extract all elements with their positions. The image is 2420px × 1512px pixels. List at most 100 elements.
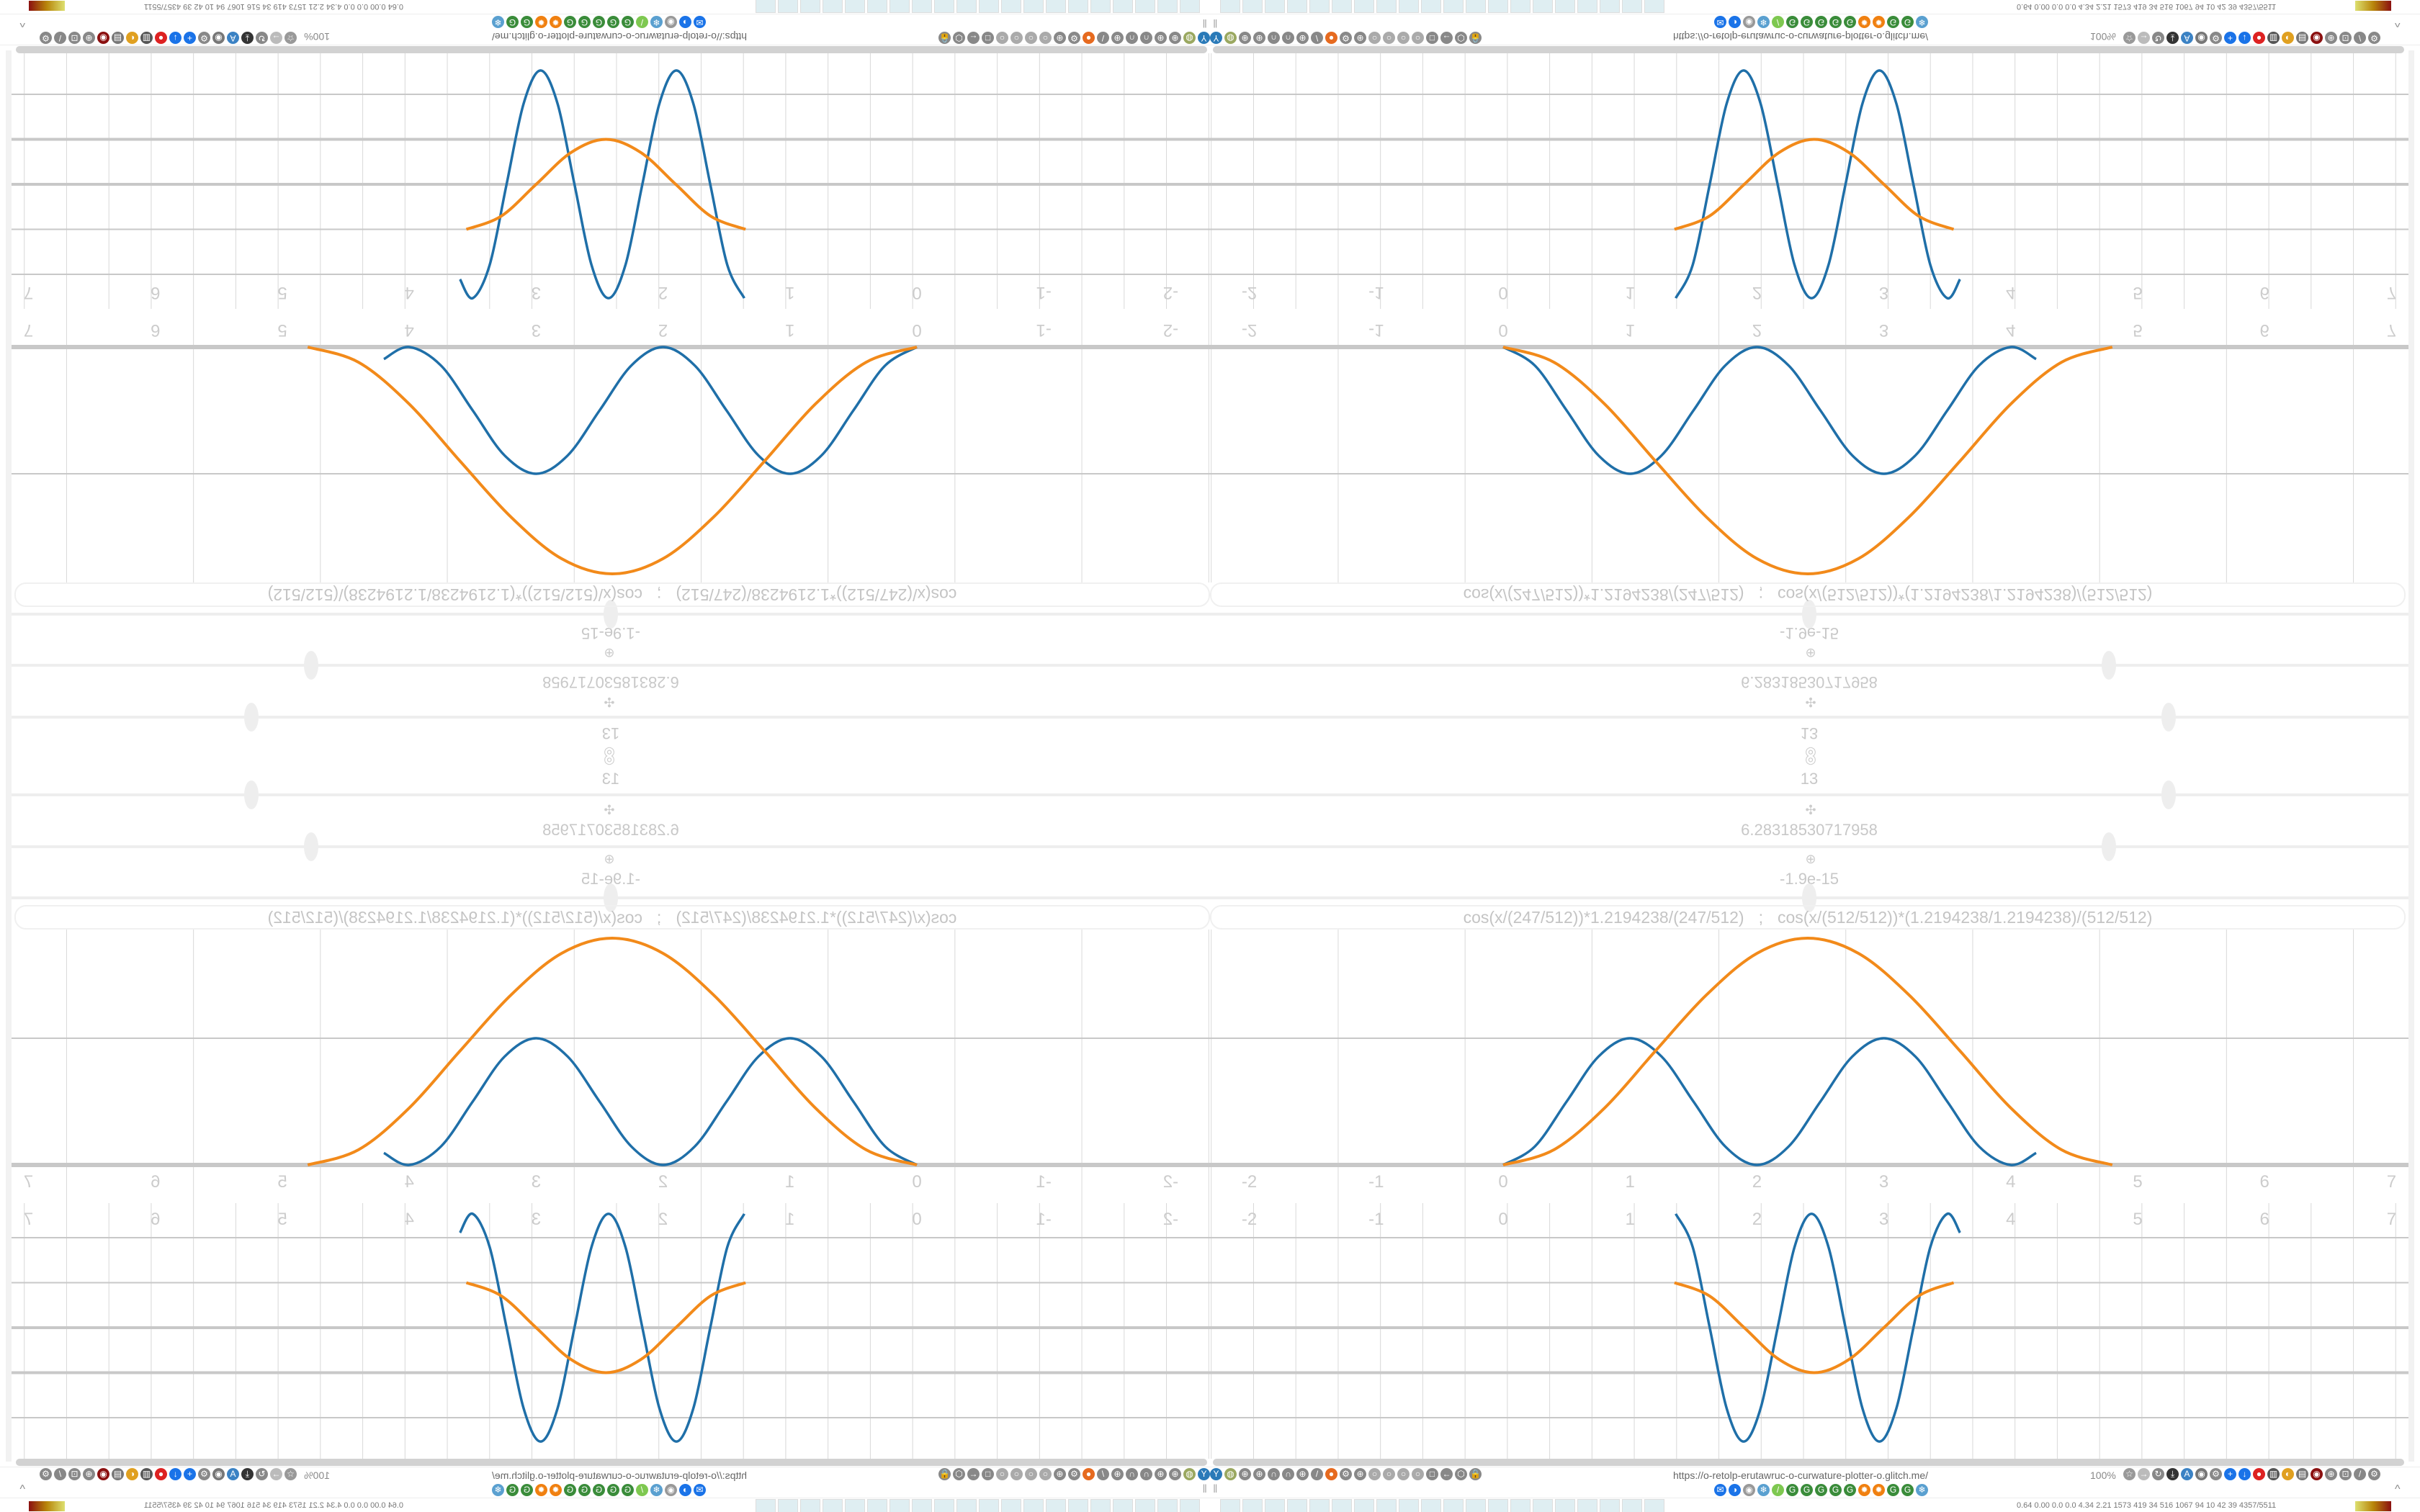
plus-icon[interactable]: + — [184, 1468, 196, 1480]
rotate-icon[interactable]: ⊕ — [1805, 646, 1816, 660]
back-icon[interactable]: ← — [967, 1468, 980, 1480]
extension-icon[interactable]: ◉ — [97, 1468, 109, 1480]
trash-icon[interactable]: ▥ — [2267, 1468, 2280, 1480]
mail-icon[interactable]: ✉ — [1714, 1484, 1726, 1496]
taskbar-app-icon[interactable] — [1622, 0, 1642, 13]
globe-icon[interactable]: ⊕ — [1169, 32, 1181, 44]
taskbar-app-icon[interactable] — [1157, 1499, 1178, 1512]
taskbar-app-icon[interactable] — [1600, 0, 1620, 13]
slider-thumb[interactable] — [304, 651, 318, 680]
taskbar-app-icon[interactable] — [1135, 1499, 1155, 1512]
google-icon[interactable]: G — [1815, 1484, 1827, 1496]
google-icon[interactable]: G — [564, 16, 576, 28]
globe-icon[interactable]: ◍ — [1224, 1468, 1237, 1480]
y-icon[interactable]: Y — [1198, 1468, 1210, 1480]
google-icon[interactable]: G — [1815, 16, 1827, 28]
snowflake-icon[interactable]: ❄ — [492, 16, 504, 28]
arch-icon[interactable]: ∩ — [1140, 1468, 1152, 1480]
gear-icon[interactable]: ⚙ — [1068, 1468, 1080, 1480]
curve-plot[interactable]: -2 -1 0 1 2 3 4 5 6 7 — [12, 930, 1210, 1203]
google-icon[interactable]: G — [607, 16, 619, 28]
record-icon[interactable]: ● — [2253, 32, 2265, 44]
puzzle-icon[interactable]: ⊡ — [2339, 1468, 2352, 1480]
taskbar-app-icon[interactable] — [1135, 0, 1155, 13]
taskbar-app-icon[interactable] — [1600, 1499, 1620, 1512]
star-icon[interactable]: ☆ — [284, 32, 297, 44]
reload-icon[interactable]: ↻ — [2152, 1468, 2164, 1480]
snowflake-icon[interactable]: ❄ — [1916, 16, 1928, 28]
dot-icon[interactable]: ○ — [1010, 32, 1023, 44]
google-icon[interactable]: G — [1786, 16, 1798, 28]
taskbar-app-icon[interactable] — [1644, 1499, 1664, 1512]
chevron-up-icon[interactable]: ^ — [2395, 17, 2401, 29]
taskbar-app-icon[interactable] — [867, 0, 887, 13]
chevron-up-icon[interactable]: ^ — [19, 17, 25, 29]
taskbar-app-icon[interactable] — [1533, 0, 1553, 13]
google-icon[interactable]: G — [622, 16, 634, 28]
taskbar-app-icon[interactable] — [867, 1499, 887, 1512]
globe-icon[interactable]: ⊕ — [1239, 1468, 1251, 1480]
taskbar-app-icon[interactable] — [1644, 0, 1664, 13]
taskbar-app-icon[interactable] — [979, 1499, 999, 1512]
settings-icon[interactable]: ⚙ — [2210, 1468, 2222, 1480]
taskbar-app-icon[interactable] — [823, 1499, 843, 1512]
google-icon[interactable]: G — [1844, 1484, 1856, 1496]
folder-icon[interactable]: □ — [982, 1468, 994, 1480]
taskbar-app-icon[interactable] — [1555, 1499, 1575, 1512]
arrow-icon[interactable]: ↓ — [169, 1468, 182, 1480]
dot-icon[interactable]: ○ — [1383, 1468, 1395, 1480]
star-icon[interactable]: ☆ — [284, 1468, 297, 1480]
move-icon[interactable]: ✣ — [1805, 695, 1816, 709]
slider-thumb[interactable] — [2102, 651, 2116, 680]
dot-icon[interactable]: ○ — [996, 32, 1008, 44]
globe-icon[interactable]: ⊕ — [1169, 1468, 1181, 1480]
trash-icon[interactable]: ▥ — [140, 32, 153, 44]
arch-icon[interactable]: ∩ — [1282, 32, 1294, 44]
taskbar-app-icon[interactable] — [1287, 0, 1307, 13]
taskbar-app-icon[interactable] — [1376, 1499, 1397, 1512]
taskbar-app-icon[interactable] — [1466, 0, 1486, 13]
extension-icon[interactable]: ◐ — [126, 32, 138, 44]
taskbar-app-icon[interactable] — [1399, 1499, 1419, 1512]
google-icon[interactable]: G — [1901, 16, 1914, 28]
move-icon[interactable]: ✣ — [604, 695, 615, 709]
gear-icon[interactable]: ⚙ — [1340, 32, 1352, 44]
extension-icon[interactable]: A — [2181, 32, 2193, 44]
folder-icon[interactable]: □ — [982, 32, 994, 44]
taskbar-app-icon[interactable] — [1555, 0, 1575, 13]
taskbar-app-icon[interactable] — [1577, 1499, 1597, 1512]
y-icon[interactable]: Y — [1210, 1468, 1222, 1480]
formula-input[interactable]: cos(x/(247/512))*1.2194238/(247/512); cos… — [1210, 582, 2406, 607]
mail-icon[interactable]: ✉ — [1714, 16, 1726, 28]
extension-icon[interactable]: ◉ — [212, 32, 225, 44]
taskbar-app-icon[interactable] — [1421, 1499, 1441, 1512]
record-icon[interactable]: ● — [2253, 1468, 2265, 1480]
slider-1[interactable] — [1210, 703, 2408, 732]
reload-icon[interactable]: ↻ — [256, 32, 268, 44]
curve-plot[interactable]: -2 -1 0 1 2 3 4 5 6 7 — [1210, 930, 2408, 1203]
star-icon[interactable]: ☆ — [2123, 1468, 2136, 1480]
rotate-icon[interactable]: ⊕ — [604, 852, 615, 866]
chevron-up-icon[interactable]: ^ — [19, 1483, 25, 1495]
taskbar-app-icon[interactable] — [1023, 0, 1044, 13]
taskbar-app-icon[interactable] — [778, 0, 798, 13]
taskbar-app-icon[interactable] — [1421, 0, 1441, 13]
taskbar-app-icon[interactable] — [1510, 1499, 1531, 1512]
arch-icon[interactable]: ∩ — [1282, 1468, 1294, 1480]
globe-icon[interactable]: ⊕ — [1354, 1468, 1366, 1480]
target-icon[interactable]: ◎ — [604, 756, 615, 766]
extension-icon[interactable]: ◐ — [126, 1468, 138, 1480]
vertical-scrollbar[interactable] — [2408, 756, 2414, 1462]
url-field[interactable]: https://o-retolp-erutawruc-o-curwature-p… — [491, 31, 748, 42]
extension-icon[interactable]: ▤ — [2296, 1468, 2308, 1480]
dot-icon[interactable]: ○ — [1039, 1468, 1052, 1480]
taskbar-app-icon[interactable] — [1443, 0, 1464, 13]
dot-icon[interactable]: ○ — [1039, 32, 1052, 44]
globe-icon[interactable]: ⊕ — [1054, 1468, 1066, 1480]
moon-icon[interactable]: ◑ — [1729, 16, 1741, 28]
vertical-scrollbar[interactable] — [6, 50, 12, 756]
sun-icon[interactable]: ✹ — [550, 1484, 562, 1496]
firefox-icon[interactable]: ● — [1325, 1468, 1337, 1480]
taskbar-app-icon[interactable] — [1068, 0, 1088, 13]
pause-icon[interactable]: ‖ — [1202, 17, 1207, 29]
